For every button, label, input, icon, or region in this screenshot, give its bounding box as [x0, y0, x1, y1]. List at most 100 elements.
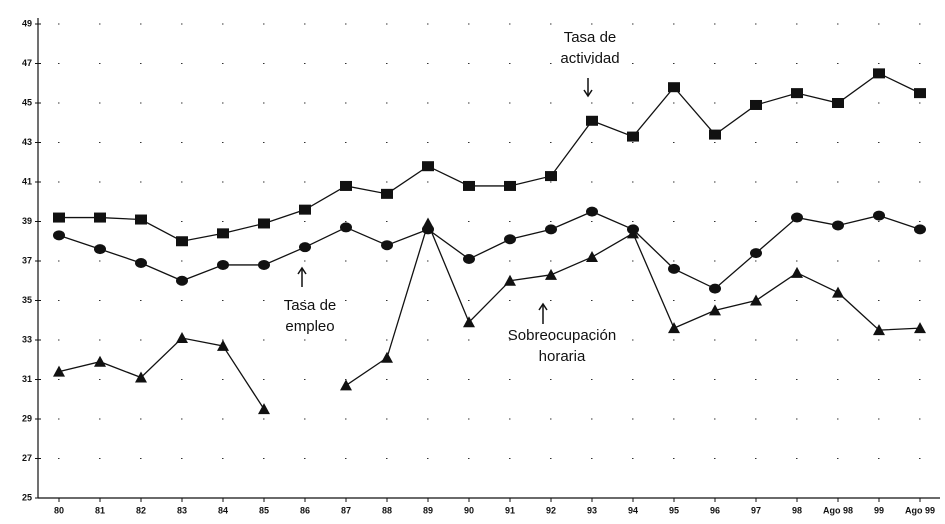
annotation: actividad: [560, 50, 619, 67]
marker: [381, 188, 393, 199]
arrow-head: [297, 266, 307, 275]
marker: [135, 257, 147, 268]
marker: [176, 332, 188, 344]
marker: [53, 365, 65, 377]
x-tick-label: 82: [136, 505, 146, 515]
x-tick-label: Ago 99: [905, 505, 935, 515]
marker: [914, 322, 926, 334]
y-tick-label: 33: [22, 334, 32, 344]
x-tick-label: 89: [423, 505, 433, 515]
marker: [750, 99, 762, 110]
marker: [873, 324, 885, 336]
x-tick-label: 86: [300, 505, 310, 515]
marker: [586, 115, 598, 126]
x-tick-label: 85: [259, 505, 269, 515]
marker: [217, 259, 229, 270]
x-tick-label: 94: [628, 505, 638, 515]
y-tick-label: 45: [22, 97, 32, 107]
series-line: [59, 72, 921, 242]
marker: [586, 206, 598, 217]
marker: [668, 82, 680, 93]
marker: [217, 228, 229, 239]
x-tick-label: 97: [751, 505, 761, 515]
marker: [299, 242, 311, 253]
x-tick-label: 96: [710, 505, 720, 515]
marker: [791, 88, 803, 99]
marker: [258, 259, 270, 270]
marker: [94, 244, 106, 255]
marker: [914, 88, 926, 99]
marker: [381, 240, 393, 251]
series-line: [58, 210, 921, 290]
marker: [463, 254, 475, 265]
marker: [709, 304, 721, 316]
x-tick-label: 84: [218, 505, 228, 515]
marker: [53, 230, 65, 241]
arrow-head: [538, 302, 548, 311]
x-tick-label: 95: [669, 505, 679, 515]
marker: [832, 98, 844, 108]
y-tick-label: 47: [22, 58, 32, 68]
x-tick-label: 93: [587, 505, 597, 515]
y-tick-label: 25: [22, 492, 32, 502]
marker: [258, 218, 270, 229]
marker: [791, 266, 803, 278]
x-tick-label: 90: [464, 505, 474, 515]
x-tick-label: 81: [95, 505, 105, 515]
marker: [422, 161, 434, 172]
x-tick-label: 87: [341, 505, 351, 515]
annotation: Sobreocupación: [508, 327, 616, 344]
marker: [873, 68, 885, 79]
x-tick-label: 99: [874, 505, 884, 515]
marker: [709, 129, 721, 140]
marker: [627, 227, 639, 239]
marker: [53, 212, 65, 223]
x-tick-label: 80: [54, 505, 64, 515]
marker: [217, 339, 229, 351]
series-line: [345, 221, 921, 386]
marker: [340, 222, 352, 233]
annotation: Tasa de: [564, 29, 617, 46]
marker: [463, 180, 475, 191]
x-tick-label: 92: [546, 505, 556, 515]
marker: [504, 274, 516, 286]
marker: [668, 263, 680, 274]
x-tick-label: 83: [177, 505, 187, 515]
marker: [791, 212, 803, 223]
marker: [586, 251, 598, 263]
y-tick-label: 43: [22, 137, 32, 147]
annotation: empleo: [285, 318, 334, 335]
x-tick-label: 88: [382, 505, 392, 515]
marker: [258, 403, 270, 415]
arrow-head: [583, 89, 593, 98]
marker: [422, 217, 434, 229]
marker: [545, 171, 557, 182]
marker: [627, 131, 639, 142]
marker: [504, 234, 516, 245]
marker: [668, 322, 680, 334]
marker: [176, 275, 188, 286]
y-tick-label: 29: [22, 413, 32, 423]
marker: [340, 180, 352, 191]
marker: [545, 268, 557, 280]
y-tick-label: 27: [22, 453, 32, 463]
marker: [135, 371, 147, 383]
marker: [750, 294, 762, 306]
marker: [135, 214, 147, 225]
marker: [914, 224, 926, 235]
x-tick-label: 91: [505, 505, 515, 515]
marker: [709, 283, 721, 294]
marker: [381, 351, 393, 363]
marker: [832, 286, 844, 298]
annotation: Tasa de: [284, 297, 337, 314]
y-tick-label: 39: [22, 216, 32, 226]
marker: [750, 248, 762, 259]
marker: [94, 212, 106, 223]
marker: [340, 379, 352, 391]
series-line: [58, 337, 265, 410]
y-tick-label: 37: [22, 255, 32, 265]
marker: [176, 236, 188, 247]
annotation: horaria: [539, 348, 586, 365]
marker: [873, 210, 885, 221]
